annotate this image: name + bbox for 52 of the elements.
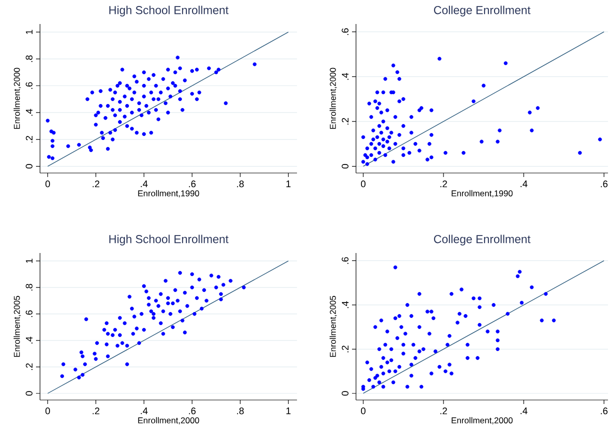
x-tick-label: .8: [237, 180, 244, 188]
y-tick-label: .2: [26, 363, 32, 370]
y-tick-label: .8: [26, 55, 32, 62]
x-tick-label: .4: [520, 180, 528, 188]
y-tick-label: .4: [26, 336, 32, 344]
x-tick-label: .4: [520, 408, 528, 414]
y-tick-label: .6: [342, 28, 348, 35]
x-tick-label: 1: [286, 180, 291, 188]
y-tick-label: .6: [26, 82, 32, 89]
y-axis-title: Enrollment,2000: [14, 68, 21, 129]
y-tick-label: 0: [342, 164, 348, 169]
x-tick-label: 0: [360, 408, 366, 414]
y-tick-label: .4: [342, 72, 348, 80]
x-tick-label: .6: [600, 180, 608, 188]
y-tick-label: .6: [26, 310, 32, 318]
x-tick-label: 0: [45, 180, 50, 188]
y-axis-title: Enrollment,2005: [14, 296, 21, 357]
x-tick-label: .6: [600, 408, 608, 414]
y-tick-label: .2: [26, 136, 32, 143]
y-tick-label: 0: [342, 391, 348, 396]
x-tick-label: .4: [140, 180, 148, 188]
x-axis-title: Enrollment,2000: [138, 417, 200, 424]
x-axis-title: Enrollment,2000: [452, 417, 513, 424]
y-tick-label: 0: [26, 391, 32, 396]
x-axis-title: Enrollment,1990: [452, 190, 513, 198]
y-tick-label: .6: [342, 257, 348, 264]
x-tick-label: 1: [286, 408, 291, 414]
chart-title: High School Enrollment: [109, 6, 228, 16]
y-axis-title: Enrollment,2000: [330, 68, 337, 129]
x-tick-label: .2: [440, 180, 447, 188]
y-tick-label: .8: [26, 284, 32, 291]
x-tick-label: .2: [440, 408, 447, 414]
chart-title: High School Enrollment: [109, 234, 228, 246]
x-tick-label: 0: [360, 180, 366, 188]
y-tick-label: 1: [26, 30, 32, 34]
x-tick-label: .2: [92, 180, 100, 188]
x-tick-label: .4: [140, 408, 148, 414]
chart-title: College Enrollment: [434, 6, 530, 16]
y-tick-label: 1: [26, 258, 32, 263]
x-tick-label: .6: [188, 180, 196, 188]
x-tick-label: .2: [92, 408, 100, 414]
y-tick-label: .2: [342, 118, 348, 125]
y-tick-label: .4: [26, 108, 32, 116]
x-tick-label: .8: [237, 408, 244, 414]
x-tick-label: .6: [188, 408, 196, 414]
y-tick-label: 0: [26, 164, 32, 169]
x-axis-title: Enrollment,1990: [138, 190, 200, 198]
y-tick-label: .2: [342, 346, 348, 352]
y-axis-title: Enrollment,2005: [330, 296, 337, 357]
x-tick-label: 0: [45, 408, 50, 414]
chart-title: College Enrollment: [434, 234, 530, 246]
y-tick-label: .4: [342, 301, 348, 308]
